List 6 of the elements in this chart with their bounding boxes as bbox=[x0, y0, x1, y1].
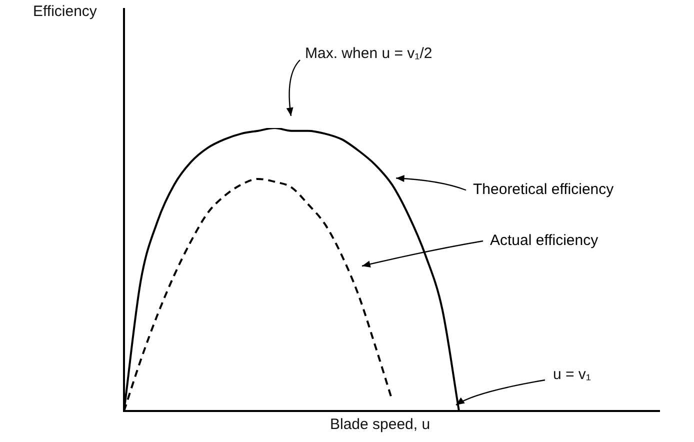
text: Actual efficiency bbox=[490, 232, 598, 249]
annotation: u = v₁ bbox=[553, 366, 591, 383]
text: Efficiency bbox=[33, 3, 97, 20]
x-axis-title: Blade speed, u bbox=[330, 416, 430, 433]
legend-label: Theoretical efficiency bbox=[473, 181, 614, 198]
text: Max. when u = v₁/2 bbox=[305, 45, 432, 62]
